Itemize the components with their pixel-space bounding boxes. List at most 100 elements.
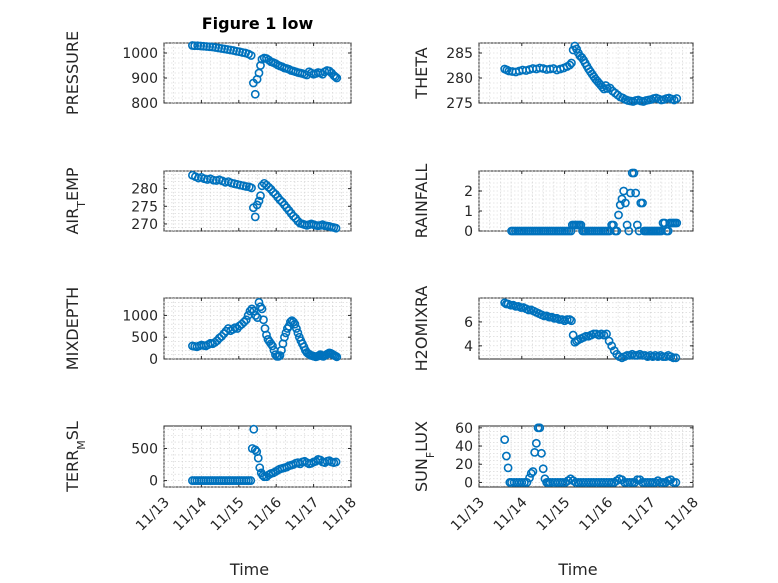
data-point xyxy=(193,41,203,51)
chart-title: Figure 1 low xyxy=(202,14,314,33)
data-point xyxy=(671,353,681,363)
data-point xyxy=(604,336,614,346)
y-tick-label: 1 xyxy=(464,204,473,220)
data-point xyxy=(275,351,285,360)
data-point xyxy=(259,315,268,325)
data-point xyxy=(622,220,632,230)
y-tick-label: 900 xyxy=(131,71,158,87)
data-point xyxy=(199,41,209,51)
y-axis-label: PRESSURE xyxy=(63,31,82,115)
data-point xyxy=(638,198,647,208)
data-point xyxy=(250,212,260,222)
x-tick-label: 11/13 xyxy=(448,495,488,535)
data-point xyxy=(196,41,206,51)
data-point xyxy=(205,42,215,52)
data-point xyxy=(517,478,527,487)
ylabel-main-6: TERR xyxy=(63,450,82,493)
series-markers-4 xyxy=(188,297,342,362)
y-axis-label: THETA xyxy=(412,47,431,99)
data-point xyxy=(607,478,617,487)
data-point xyxy=(247,304,257,314)
data-point xyxy=(245,306,255,316)
data-point xyxy=(331,457,341,467)
data-point xyxy=(567,58,576,68)
series-markers-2 xyxy=(188,170,341,233)
data-point xyxy=(246,51,256,60)
ylabel-main-7: SUN xyxy=(412,458,431,492)
y-tick-label: 1000 xyxy=(122,308,158,324)
data-point xyxy=(289,211,298,221)
data-point xyxy=(275,195,285,205)
y-tick-label: 270 xyxy=(131,217,158,233)
data-point xyxy=(672,218,682,228)
data-point xyxy=(607,341,617,351)
data-point xyxy=(246,476,256,485)
y-axis-label: AIRTEMP xyxy=(63,167,88,234)
data-point xyxy=(249,306,259,316)
data-point xyxy=(254,196,264,206)
x-tick-label: 11/15 xyxy=(208,495,248,535)
data-point xyxy=(202,42,212,51)
x-axis-label: Time xyxy=(229,560,269,579)
series-markers-0 xyxy=(188,41,342,99)
subplot-3: 0 1 2 RAINFALL xyxy=(412,164,694,240)
data-point xyxy=(615,200,625,210)
series-markers-6 xyxy=(188,424,341,485)
data-point xyxy=(672,94,682,103)
data-point xyxy=(241,315,251,325)
data-point xyxy=(524,305,534,315)
subplot-5: 4 6 H2OMIXRA xyxy=(412,286,694,372)
y-tick-label: 60 xyxy=(455,421,473,437)
data-point xyxy=(210,338,220,347)
data-point xyxy=(237,319,247,329)
ylabel-sub-6: M xyxy=(75,440,88,450)
data-point xyxy=(241,182,251,191)
y-tick-label: 6 xyxy=(464,315,473,331)
data-point xyxy=(612,226,622,236)
data-point xyxy=(519,478,529,487)
data-point xyxy=(565,60,575,70)
x-tick-label: 11/14 xyxy=(491,494,531,534)
data-point xyxy=(526,468,536,478)
y-tick-label: 275 xyxy=(446,96,473,112)
data-point xyxy=(208,175,218,185)
data-point xyxy=(247,183,256,193)
x-tick-label: 11/18 xyxy=(320,495,360,535)
data-point xyxy=(528,467,538,476)
data-point xyxy=(558,478,568,487)
y-tick-label: 40 xyxy=(455,439,473,455)
y-axis-label: H2OMIXRA xyxy=(412,286,431,372)
y-tick-label: 285 xyxy=(446,46,473,62)
data-point xyxy=(656,478,665,487)
y-tick-label: 0 xyxy=(464,224,473,240)
data-point xyxy=(290,319,300,329)
x-tick-label: 11/17 xyxy=(619,495,659,535)
data-point xyxy=(626,188,635,198)
ylabel-rest-6: SL xyxy=(63,421,82,440)
data-point xyxy=(256,191,265,201)
ylabel-sub-7: F xyxy=(424,452,437,458)
y-tick-label: 280 xyxy=(446,71,473,87)
y-tick-label: 280 xyxy=(131,182,158,198)
y-tick-label: 500 xyxy=(131,441,158,457)
data-point xyxy=(293,328,303,338)
x-tick-label: 11/16 xyxy=(245,494,285,534)
data-point xyxy=(286,317,295,327)
data-point xyxy=(268,187,278,197)
data-point xyxy=(671,478,681,487)
series-markers-1 xyxy=(500,41,682,106)
data-point xyxy=(581,331,591,341)
data-point xyxy=(620,198,630,208)
ylabel-main-2: AIR xyxy=(63,208,82,235)
data-point xyxy=(264,55,274,65)
data-point xyxy=(645,478,655,487)
data-point xyxy=(501,451,511,461)
ylabel-rest-2: EMP xyxy=(63,167,82,201)
data-point xyxy=(625,478,635,487)
x-tick-label: 11/15 xyxy=(534,495,574,535)
data-point xyxy=(255,463,265,473)
data-point xyxy=(525,473,534,483)
data-point xyxy=(668,353,678,363)
data-point xyxy=(251,311,261,320)
